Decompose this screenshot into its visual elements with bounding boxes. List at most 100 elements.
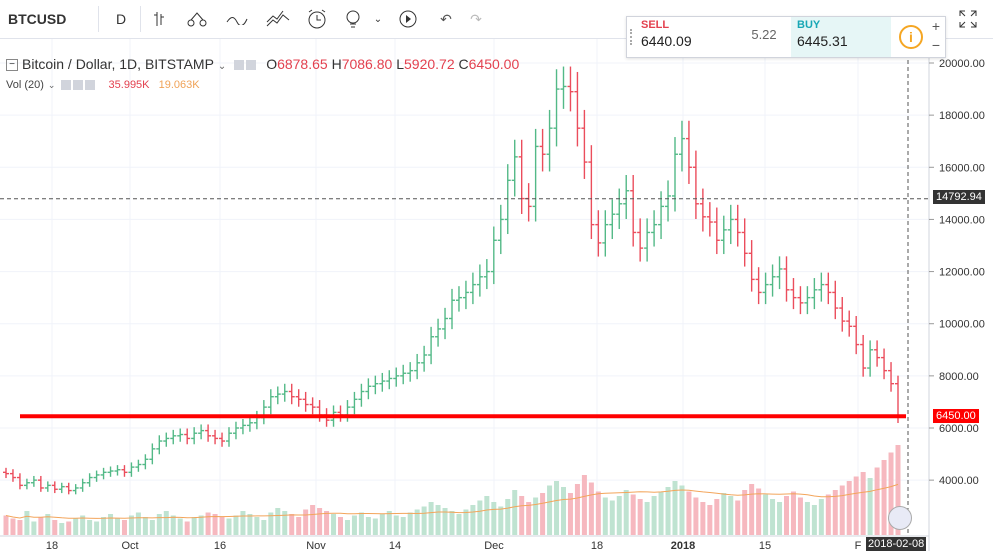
volume-bar	[428, 502, 434, 535]
idea-icon[interactable]	[343, 0, 363, 38]
zoom-out-button[interactable]: −	[931, 37, 941, 53]
volume-bar	[73, 518, 79, 535]
volume-bar	[860, 472, 866, 535]
price-chart[interactable]: 20000.00 18000.00 16000.00 14000.00 12000.00…	[0, 39, 993, 551]
volume-bar	[289, 514, 295, 535]
volume-bar	[742, 490, 748, 535]
volume-value: 35.995K	[108, 79, 150, 91]
volume-ma-line	[5, 483, 899, 519]
buy-button[interactable]: BUY 6445.31	[791, 17, 891, 57]
volume-bar	[756, 488, 762, 535]
volume-bar	[616, 496, 622, 535]
volume-bar	[338, 517, 343, 535]
volume-bar	[888, 452, 894, 535]
volume-bar	[651, 496, 657, 535]
open-label: O	[266, 56, 278, 72]
volume-title[interactable]: Vol (20)	[6, 79, 44, 91]
info-icon[interactable]: i	[899, 25, 923, 49]
low-value: 5920.72	[404, 56, 455, 72]
series-title[interactable]: Bitcoin / Dollar, 1D, BITSTAMP	[22, 56, 214, 72]
volume-bar	[491, 502, 497, 535]
eye-icon[interactable]	[234, 60, 245, 71]
zoom-in-button[interactable]: +	[931, 18, 941, 34]
volume-bar	[595, 491, 601, 535]
volume-bar	[135, 512, 141, 535]
volume-bar	[66, 521, 72, 535]
replay-icon[interactable]	[396, 0, 420, 38]
volume-bar	[115, 518, 120, 535]
volume-bar	[87, 520, 93, 535]
volume-bar	[700, 502, 706, 535]
ohlc-values: O6878.65 H7086.80 L5920.72 C6450.00	[266, 56, 519, 72]
toolbar-divider	[98, 6, 99, 32]
volume-bar	[721, 493, 727, 535]
volume-bar	[191, 517, 197, 535]
volume-bar	[561, 487, 566, 535]
volume-bar	[846, 481, 852, 535]
price-tick-label: 20000.00	[939, 58, 985, 70]
chevron-down-icon[interactable]: ⌄	[217, 61, 227, 72]
volume-bar	[784, 496, 789, 535]
symbol-search[interactable]: BTCUSD	[8, 11, 67, 27]
price-tick-label: 16000.00	[939, 162, 985, 174]
interval-button[interactable]: D	[115, 11, 127, 27]
volume-bar	[707, 505, 713, 535]
price-bars	[3, 66, 901, 495]
volume-bar	[456, 514, 462, 535]
volume-bar	[240, 511, 246, 535]
bar-style-icon[interactable]	[150, 0, 170, 38]
chevron-down-icon[interactable]: ⌄	[373, 13, 383, 25]
indicators-icon[interactable]	[185, 0, 209, 38]
volume-bar	[324, 511, 330, 535]
volume-bar	[386, 511, 392, 535]
volume-bar	[825, 494, 831, 535]
volume-bar	[351, 515, 357, 535]
pattern-icon[interactable]	[265, 0, 291, 38]
time-tick-label: 18	[46, 540, 58, 551]
price-tick-label: 4000.00	[939, 475, 979, 487]
volume-bar	[407, 512, 413, 535]
volume-bars	[3, 445, 901, 535]
volume-bar	[198, 515, 204, 535]
volume-bar	[811, 505, 817, 535]
volume-bar	[644, 502, 650, 535]
chart-legend: − Bitcoin / Dollar, 1D, BITSTAMP ⌄ O6878.6…	[6, 56, 519, 72]
volume-bar	[400, 517, 406, 535]
legend-minus-icon[interactable]: −	[6, 59, 18, 72]
sell-button[interactable]: SELL 6440.09	[641, 19, 733, 55]
volume-bar	[212, 514, 218, 535]
settings-icon[interactable]	[246, 60, 257, 71]
undo-icon[interactable]: ↶	[440, 10, 452, 27]
buy-label: BUY	[797, 19, 821, 31]
volume-bar	[790, 491, 796, 535]
eye-icon[interactable]	[61, 80, 72, 91]
line-tool-icon[interactable]	[225, 0, 249, 38]
settings-icon[interactable]	[73, 80, 84, 91]
redo-icon[interactable]: ↷	[470, 10, 482, 27]
volume-bar	[672, 481, 678, 535]
price-tick-label: 12000.00	[939, 267, 985, 279]
alert-icon[interactable]	[305, 0, 329, 38]
volume-bar	[679, 485, 685, 535]
close-icon[interactable]	[85, 80, 96, 91]
volume-bar	[233, 515, 239, 535]
volume-bar	[101, 517, 107, 535]
volume-bar	[686, 491, 692, 535]
volume-bar	[763, 494, 769, 535]
volume-bar	[442, 508, 448, 535]
volume-bar	[17, 520, 23, 535]
trading-panel: SELL 6440.09 5.22 BUY 6445.31 i + −	[626, 16, 946, 58]
volume-bar	[574, 484, 580, 535]
volume-bar	[226, 518, 232, 535]
volume-bar	[108, 514, 114, 535]
fullscreen-icon[interactable]	[956, 0, 980, 38]
volume-bar	[881, 460, 887, 535]
volume-bar	[749, 484, 755, 535]
chevron-down-icon[interactable]: ⌄	[47, 80, 56, 90]
volume-bar	[853, 476, 859, 535]
high-value: 7086.80	[341, 56, 393, 72]
drag-handle-icon[interactable]	[630, 29, 636, 45]
volume-bar	[832, 490, 838, 535]
volume-bar	[602, 497, 608, 535]
volume-bar	[435, 505, 441, 535]
